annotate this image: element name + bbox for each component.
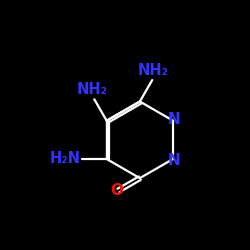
Text: H₂N: H₂N [50, 152, 81, 166]
Text: O: O [111, 183, 124, 198]
Text: N: N [168, 153, 181, 168]
Text: NH₂: NH₂ [138, 63, 169, 78]
Text: NH₂: NH₂ [77, 82, 108, 97]
Text: N: N [168, 112, 181, 127]
